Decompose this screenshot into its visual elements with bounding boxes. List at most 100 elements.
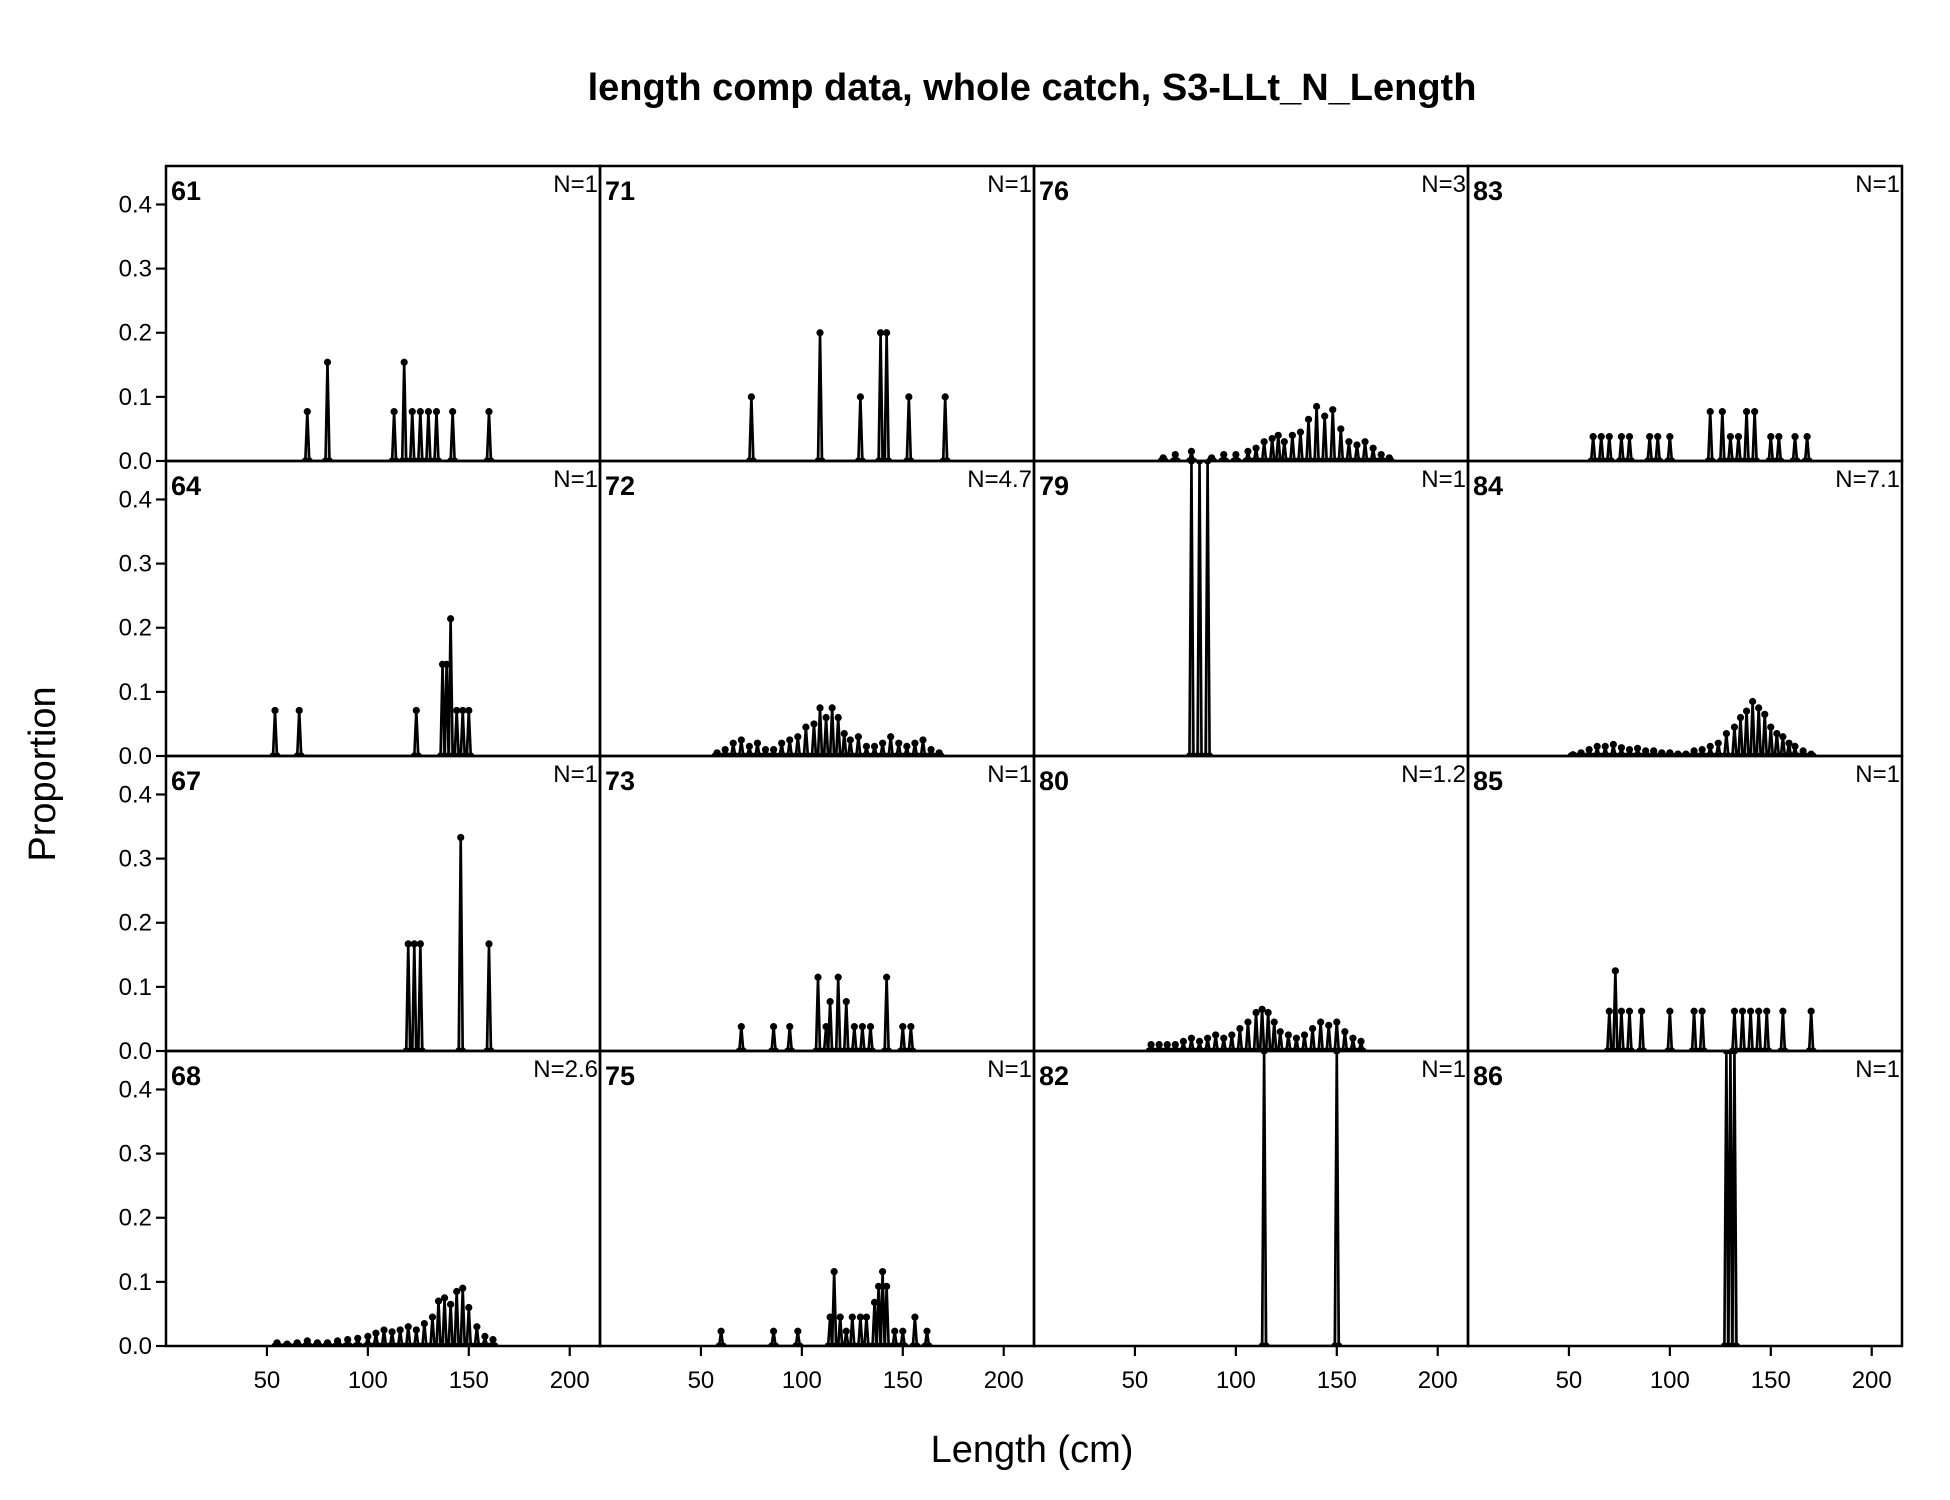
panel-frame (1466, 459, 1904, 758)
sample-size-label: N=1 (1421, 1056, 1466, 1083)
data-point (883, 973, 891, 981)
panel-83: 83 N=1 (1466, 164, 1904, 463)
data-point (1698, 1007, 1706, 1015)
data-point (1292, 1034, 1301, 1042)
data-point (1179, 1037, 1187, 1045)
panel-80: 80 N=1.2 (1032, 754, 1470, 1053)
sample-size-label: N=3 (1421, 171, 1466, 198)
data-point (842, 998, 850, 1006)
data-point (1742, 707, 1751, 715)
data-point (907, 1023, 915, 1031)
data-point (1220, 1034, 1228, 1042)
data-point (1625, 745, 1634, 754)
data-point (412, 1326, 420, 1334)
y-axis-label: Proportion (22, 686, 64, 861)
chart-title: length comp data, whole catch, S3-LLt_N_… (588, 67, 1477, 109)
data-point (1666, 1007, 1674, 1015)
data-point (887, 733, 895, 741)
y-tick-label: 0.3 (119, 256, 152, 283)
data-point (854, 733, 862, 741)
data-point (440, 1294, 449, 1302)
y-tick-label: 0.2 (119, 1205, 152, 1232)
data-point (1268, 434, 1276, 443)
data-point (850, 1023, 858, 1031)
panel-86-plot (1720, 1051, 1741, 1346)
x-tick-label: 150 (883, 1367, 923, 1394)
sample-size-label: N=1 (1421, 466, 1466, 493)
data-point (1232, 450, 1240, 459)
data-point (428, 1313, 437, 1321)
data-point (344, 1335, 352, 1344)
data-point (903, 742, 911, 750)
panel-frame (1032, 164, 1470, 463)
data-point (1779, 733, 1787, 741)
data-point (424, 408, 433, 416)
data-point (1706, 742, 1714, 750)
panel-82: 82 N=1 50 100 150 200 (1032, 1049, 1470, 1394)
y-tick-label: 0.4 (119, 191, 152, 218)
panel-80-plot (1145, 1005, 1367, 1051)
data-point (1212, 1031, 1220, 1039)
data-point (834, 973, 842, 981)
x-tick-label: 150 (449, 1367, 489, 1394)
data-point (778, 739, 786, 747)
data-point (372, 1329, 380, 1337)
data-point (899, 1327, 907, 1335)
data-point (1187, 447, 1196, 455)
data-point (1321, 412, 1329, 420)
y-tick-label: 0.2 (119, 615, 152, 642)
panel-frame (164, 459, 602, 758)
data-point (1264, 1008, 1272, 1017)
data-point (1734, 433, 1743, 441)
data-point (1337, 425, 1345, 433)
data-point (303, 408, 311, 416)
data-point (905, 393, 913, 401)
data-point (802, 723, 810, 731)
panel-85: 85 N=1 (1466, 754, 1904, 1053)
data-point (836, 1313, 844, 1321)
comp-line-61 (303, 360, 493, 461)
data-point (489, 1335, 497, 1344)
data-point (1147, 1040, 1155, 1049)
data-point (416, 940, 424, 948)
data-point (810, 720, 818, 728)
data-point (1617, 1007, 1626, 1015)
x-tick-label: 200 (1418, 1367, 1458, 1394)
data-point (1313, 402, 1321, 411)
panel-label: 72 (605, 471, 635, 501)
panel-label: 82 (1039, 1061, 1069, 1091)
panel-79-plot (1185, 461, 1214, 756)
comp-area-71 (749, 332, 948, 461)
data-point (459, 706, 467, 715)
data-point (1377, 450, 1385, 459)
panel-label: 67 (171, 766, 201, 796)
panel-label: 80 (1039, 766, 1069, 796)
data-point (828, 704, 836, 712)
x-tick-label: 100 (1650, 1367, 1690, 1394)
comp-area-61 (305, 362, 491, 461)
data-point (271, 706, 279, 715)
data-point (1597, 433, 1605, 441)
data-point (822, 713, 830, 722)
x-tick-label: 50 (688, 1367, 715, 1394)
panel-frame (164, 754, 602, 1053)
data-point (1252, 444, 1260, 452)
data-point (1296, 428, 1305, 436)
panel-64: 64 N=1 0.0 0.1 0.2 0.3 0.4 (119, 459, 602, 770)
data-point (1755, 1007, 1763, 1015)
data-point (1252, 1008, 1260, 1017)
data-point (1244, 447, 1252, 455)
sample-size-label: N=1 (1855, 1056, 1900, 1083)
data-point (770, 745, 778, 754)
data-point (786, 1023, 794, 1031)
data-point (447, 1300, 455, 1308)
panel-67-plot (402, 833, 495, 1051)
data-point (1609, 740, 1617, 749)
data-point (1666, 433, 1674, 441)
data-point (1755, 704, 1763, 712)
data-point (1593, 742, 1601, 750)
data-point (1284, 1031, 1292, 1039)
panel-grid: 61 N=1 0.0 0.1 0.2 0.3 0.4 71 N=1 76 N=3 83 N=1 64 N=1… (119, 164, 1904, 1394)
data-point (1341, 1028, 1349, 1036)
